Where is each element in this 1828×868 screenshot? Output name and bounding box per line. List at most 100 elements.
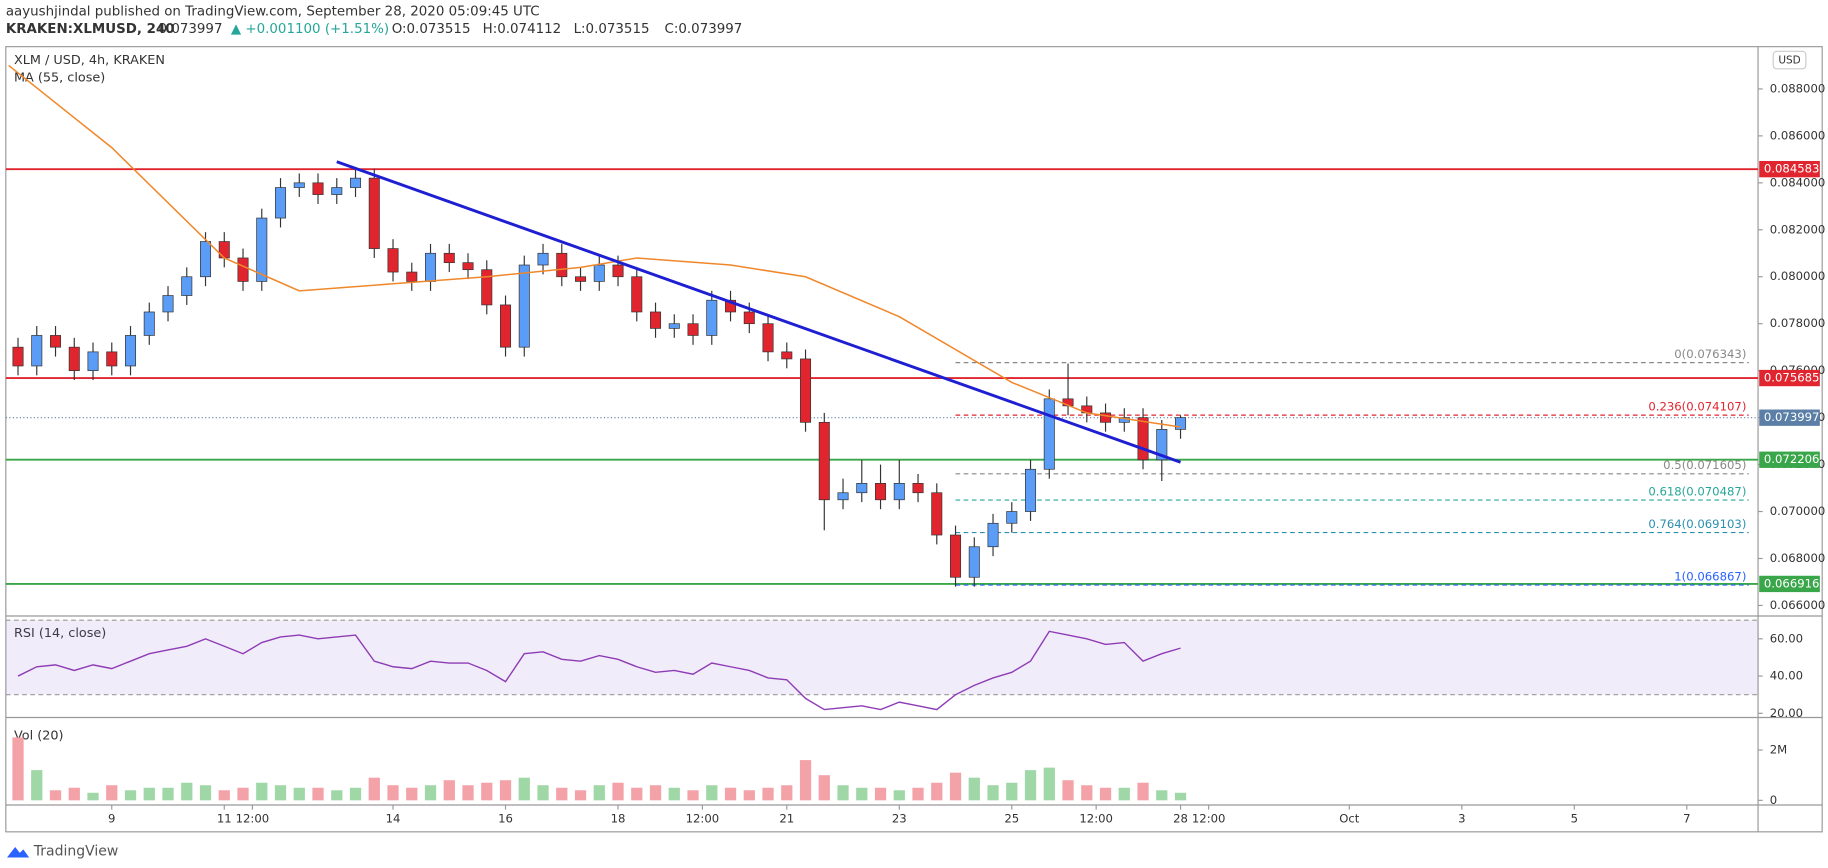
x-tick-label: 12:00: [1079, 811, 1113, 825]
x-tick-label: 12:00: [686, 811, 720, 825]
volume-bar: [574, 790, 587, 801]
candle-body: [818, 421, 830, 501]
x-tick-label: 21: [779, 811, 794, 825]
candle-body: [387, 248, 399, 273]
candle-body: [893, 483, 905, 501]
volume-bar: [668, 787, 680, 801]
price-tag: [1759, 160, 1820, 178]
volume-bar: [143, 787, 155, 801]
volume-bar: [1043, 767, 1055, 801]
candle-body: [368, 177, 380, 249]
volume-bar: [593, 785, 605, 801]
candle-body: [481, 269, 493, 306]
candle-body: [425, 252, 437, 282]
trendline: [336, 160, 1182, 464]
volume-bar: [181, 782, 193, 801]
candle-body: [500, 304, 512, 348]
x-tick-label: 12:00: [236, 811, 270, 825]
candle-body: [218, 241, 230, 259]
candle-body: [575, 276, 587, 282]
fib-label: 0.5(0.071605): [1663, 458, 1746, 472]
price-tag-label: 0.073997: [1764, 410, 1820, 424]
candle-body: [50, 335, 62, 348]
rsi-band: [5, 620, 1759, 695]
volume-bar: [612, 782, 624, 801]
x-tick-label: 28: [1173, 811, 1188, 825]
candle-body: [856, 483, 868, 494]
change: ▲ +0.001100 (+1.51%): [231, 22, 389, 37]
volume-bar: [218, 790, 230, 801]
candle-body: [200, 241, 212, 278]
price-tag: [1759, 369, 1820, 387]
volume-bar: [481, 782, 493, 801]
volume-bar: [799, 760, 812, 801]
volume-bar: [781, 785, 793, 801]
candle-body: [556, 252, 568, 278]
y-tick-label: 0.068000: [1770, 551, 1826, 565]
published: aayushjindal published on TradingView.co…: [6, 5, 540, 20]
y-tick-label: 20.00: [1770, 706, 1803, 720]
volume-bar: [387, 785, 399, 801]
x-tick-label: 11: [217, 811, 232, 825]
candle-body: [537, 252, 549, 266]
volume-bar: [87, 792, 99, 801]
candle-body: [912, 483, 924, 494]
volume-bar: [743, 790, 755, 801]
x-tick-label: Oct: [1339, 811, 1360, 825]
candle-body: [125, 335, 137, 367]
candle-body: [31, 335, 43, 367]
volume-bar: [424, 785, 437, 801]
volume-bar: [124, 790, 137, 801]
y-tick-label: 0.078000: [1770, 316, 1826, 330]
y-tick-label: 0.084000: [1770, 175, 1826, 189]
volume-bar: [106, 785, 118, 801]
volume-bar: [1006, 782, 1018, 801]
y-tick-label: 0.088000: [1770, 81, 1826, 95]
volume-bar: [987, 785, 999, 801]
y-tick-label: 0.082000: [1770, 222, 1826, 236]
candle-body: [237, 257, 249, 282]
y-tick-label: 0.080000: [1770, 269, 1826, 283]
candle-body: [256, 217, 268, 282]
volume-bar: [1062, 780, 1074, 801]
volume-bar: [349, 787, 362, 801]
price-tag-label: 0.066916: [1764, 576, 1820, 590]
volume-bar: [1174, 792, 1187, 801]
candle-body: [1006, 511, 1018, 524]
candle-body: [631, 276, 643, 313]
volume-bar: [1081, 785, 1093, 801]
rsi-legend: RSI (14, close): [14, 626, 106, 641]
candle-body: [800, 358, 812, 423]
volume-bar: [724, 787, 737, 801]
candle-body: [518, 264, 530, 348]
candle-body: [162, 295, 174, 313]
candle-body: [950, 534, 962, 578]
volume-bar: [312, 787, 324, 801]
price-tag-label: 0.072206: [1764, 452, 1820, 466]
candle-body: [106, 351, 118, 367]
currency[interactable]: USD: [1778, 55, 1800, 67]
volume-bar: [199, 785, 212, 801]
currency-button[interactable]: [1772, 50, 1807, 70]
y-tick-label: 0.070000: [1770, 504, 1826, 518]
x-tick-label: 12:00: [1192, 811, 1226, 825]
x-tick-label: 7: [1683, 811, 1690, 825]
volume-bar: [274, 785, 287, 801]
candle-body: [331, 187, 343, 195]
candle-body: [275, 187, 287, 219]
volume-bar: [649, 785, 662, 801]
candle-body: [1025, 468, 1037, 512]
candle-body: [12, 346, 24, 367]
price-tag-label: 0.075685: [1764, 371, 1820, 385]
candle-body: [725, 299, 737, 313]
candle-body: [875, 483, 887, 501]
candle-body: [68, 346, 80, 372]
candle-body: [612, 264, 624, 278]
x-tick-label: 3: [1458, 811, 1465, 825]
ma-line: [8, 64, 1181, 428]
candle-body: [668, 323, 680, 329]
ohlc-close: C:0.073997: [665, 22, 743, 37]
candle-body: [1043, 398, 1055, 470]
